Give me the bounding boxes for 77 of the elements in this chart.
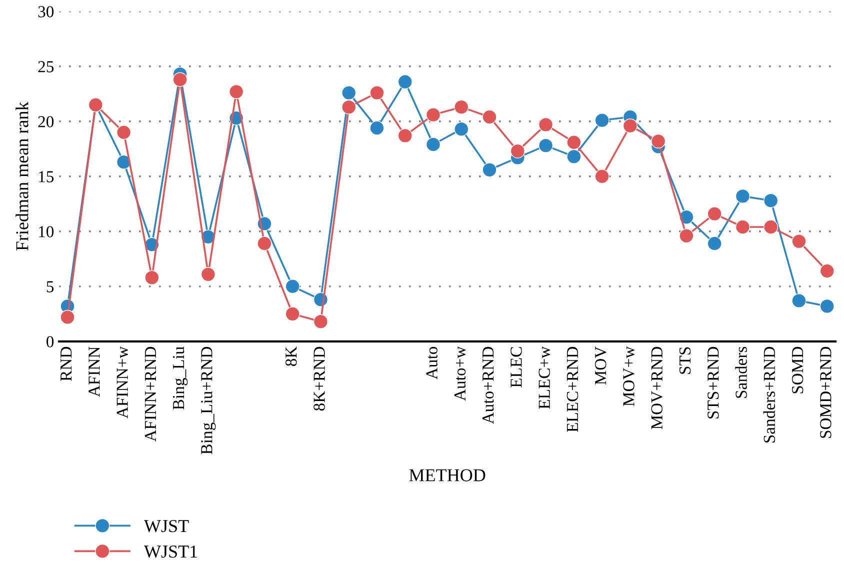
x-tick-label: RND [60,346,72,381]
point [651,134,666,148]
legend-label: WJST [144,520,189,532]
point [820,298,834,314]
point [60,310,75,324]
x-tick-label: AFINN+w [116,346,128,418]
x-tick-label: Bing_Liu+RND [201,346,216,454]
point [566,134,582,150]
point [792,293,806,308]
point [735,220,750,234]
point [370,85,384,100]
x-tick-label: 8K+RND [314,346,325,411]
x-tick-label: SOMD+RND [820,346,832,438]
y-tick-label: 25 [38,61,54,72]
point [707,236,722,251]
point [792,234,806,249]
point [454,100,469,114]
x-tick-label: ELEC [510,347,522,388]
point [257,236,272,251]
point [342,100,356,114]
point [622,118,638,134]
y-tick-label: 15 [39,171,54,182]
point [594,112,610,128]
x-tick-label: STS+RND [708,346,719,418]
y-tick-label: 20 [38,116,54,128]
point [116,125,132,140]
x-tick-label: ELEC+RND [566,346,578,432]
point [398,74,412,90]
point [594,169,610,184]
point [679,228,694,244]
point [116,154,132,170]
point [764,193,778,208]
x-tick-label: AFINN [88,346,100,398]
point [370,120,384,136]
point [764,220,778,234]
x-tick-label: Bing_Liu [172,346,188,410]
x-tick-label: MOV+w [623,346,634,406]
point [200,267,216,282]
y-tick-label: 30 [38,6,54,18]
point [313,314,328,329]
point [426,137,441,152]
point [482,110,497,124]
legend-label: WJST1 [144,546,198,558]
x-tick-label: Auto+w [454,346,466,401]
point [735,188,750,204]
x-tick-label: Sanders [735,346,747,398]
y-tick-label: 5 [46,281,54,292]
x-tick-label: ELEC+w [538,346,550,409]
x-tick-label: Auto+RND [482,346,494,424]
point [398,128,412,143]
x-tick-label: SOMD [792,346,804,394]
point [510,144,525,158]
x-tick-label: MOV [595,346,606,385]
point [538,138,554,153]
point [342,85,356,100]
point [820,264,834,278]
y-tick-label: 10 [39,226,54,238]
point [144,270,160,285]
x-tick-label: Auto [426,346,438,380]
point [426,107,441,122]
x-axis-title: METHOD [409,469,486,482]
x-tick-label: 8K [286,346,297,366]
x-tick-label: AFINN+RND [144,346,156,442]
x-tick-label: Sanders+RND [763,346,776,443]
y-tick-label: 0 [46,336,54,348]
point [285,279,300,294]
point [285,306,300,322]
point [482,162,497,178]
point [538,117,554,132]
point [454,122,469,136]
y-axis-title: Friedman mean rank [16,102,28,251]
x-tick-label: STS [679,347,691,374]
point [229,84,244,99]
point [566,149,582,164]
point [172,72,188,87]
x-tick-label: MOV+RND [651,346,663,430]
point [707,206,722,222]
